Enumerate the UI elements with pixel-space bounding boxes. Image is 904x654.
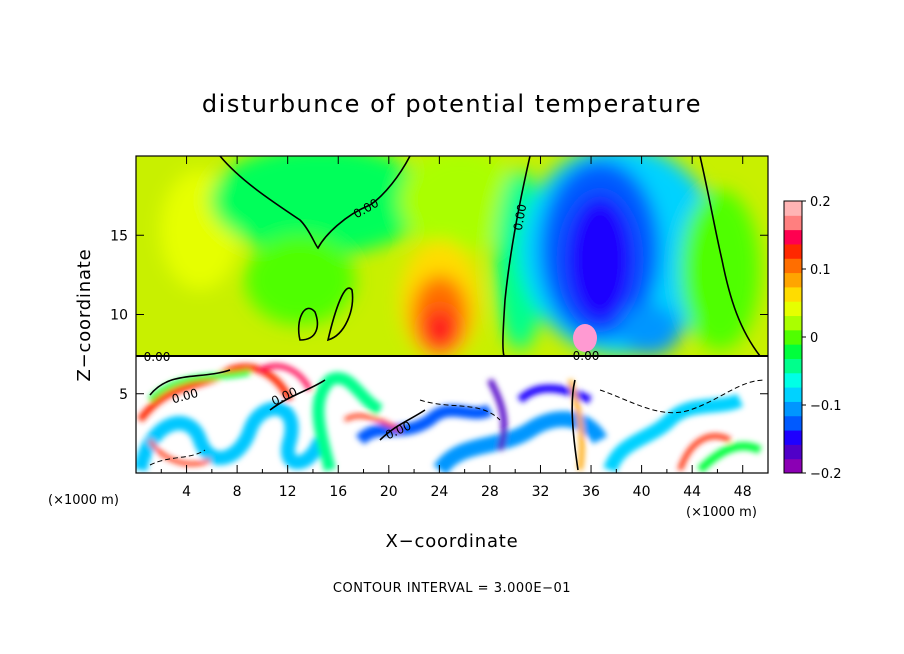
colorbar: 0.2 0.1 0 −0.1 −0.2 xyxy=(783,195,842,482)
colorbar-swatch xyxy=(784,329,802,345)
contour-label: 0.00 xyxy=(511,203,529,232)
x-unit-label-secondary: (×1000 m) xyxy=(686,505,757,520)
colorbar-swatch xyxy=(784,301,802,317)
colorbar-tick-label: 0 xyxy=(810,331,818,346)
x-tick-label: 16 xyxy=(329,484,347,500)
colorbar-swatch xyxy=(784,258,802,274)
colorbar-tick-label: −0.1 xyxy=(810,399,842,414)
colorbar-swatch xyxy=(784,201,802,216)
contour-line xyxy=(326,287,354,342)
lower-field xyxy=(136,363,762,473)
colorbar-swatch xyxy=(784,344,802,359)
contour-label: 0.00 xyxy=(573,349,600,363)
x-tick-label: 28 xyxy=(481,484,499,500)
colorbar-swatch xyxy=(784,444,802,460)
colorbar-swatch xyxy=(784,272,802,288)
colorbar-swatch xyxy=(784,229,802,245)
contour-lines xyxy=(136,156,768,471)
contour-line xyxy=(379,409,426,441)
x-tick-label: 24 xyxy=(430,484,448,500)
colorbar-swatch xyxy=(784,286,802,302)
contour-line xyxy=(297,307,319,341)
contour-line xyxy=(502,156,531,357)
colorbar-swatch xyxy=(784,358,802,374)
contour-line xyxy=(219,156,411,250)
contour-line xyxy=(269,379,326,411)
y-axis-label: Z−coordinate xyxy=(74,248,95,381)
y-tick-label: 5 xyxy=(119,387,128,403)
y-axis: 5 10 15 xyxy=(110,228,768,403)
x-unit-label: (×1000 m) xyxy=(48,493,119,508)
y-tick-label: 10 xyxy=(110,308,128,324)
colorbar-tick-label: −0.2 xyxy=(810,467,842,482)
x-tick-label: 36 xyxy=(582,484,600,500)
contour-line xyxy=(571,379,579,471)
colorbar-swatch xyxy=(784,243,802,259)
contour-label: 0.00 xyxy=(144,350,171,364)
x-tick-label: 8 xyxy=(233,484,242,500)
colorbar-swatch xyxy=(784,215,802,231)
x-tick-label: 20 xyxy=(380,484,398,500)
contour-line xyxy=(599,379,766,414)
dashed-contours xyxy=(149,379,766,466)
colorbar-swatch xyxy=(784,401,802,417)
colorbar-swatch xyxy=(784,458,802,474)
x-tick-label: 12 xyxy=(279,484,297,500)
x-tick-label: 40 xyxy=(633,484,651,500)
x-tick-label: 44 xyxy=(683,484,701,500)
upper-field xyxy=(160,156,760,360)
colorbar-swatch xyxy=(784,387,802,402)
contour-line xyxy=(149,449,206,466)
colorbar-swatch xyxy=(784,430,802,445)
pink-blob xyxy=(573,324,597,352)
colorbar-tick-label: 0.2 xyxy=(810,195,831,210)
colorbar-tick-label: 0.1 xyxy=(810,263,831,278)
x-tick-label: 4 xyxy=(182,484,191,500)
x-axis: 4 8 12 16 20 24 28 32 36 40 44 48 xyxy=(160,156,752,500)
y-tick-label: 15 xyxy=(110,228,128,244)
contour-interval-note: CONTOUR INTERVAL = 3.000E−01 xyxy=(333,581,571,596)
contour-line xyxy=(149,369,231,396)
colorbar-swatch xyxy=(784,415,802,431)
x-axis-label: X−coordinate xyxy=(385,531,518,552)
x-tick-label: 48 xyxy=(734,484,752,500)
contour-line xyxy=(419,399,501,421)
x-tick-label: 32 xyxy=(532,484,550,500)
colorbar-swatch xyxy=(784,372,802,388)
field xyxy=(136,156,768,473)
contour-label: 0.00 xyxy=(170,386,199,406)
colorbar-swatch xyxy=(784,315,802,331)
chart-title: disturbunce of potential temperature xyxy=(202,90,702,118)
contour-line xyxy=(699,156,761,357)
